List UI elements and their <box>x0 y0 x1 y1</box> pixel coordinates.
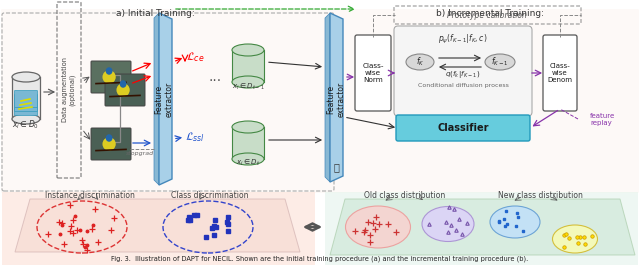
Ellipse shape <box>485 54 515 70</box>
Text: Class discrimination: Class discrimination <box>172 190 249 199</box>
Polygon shape <box>232 50 264 82</box>
Ellipse shape <box>232 153 264 165</box>
Polygon shape <box>232 127 264 159</box>
Text: Class-
wise
Denom: Class- wise Denom <box>547 63 573 83</box>
Polygon shape <box>154 13 159 185</box>
FancyBboxPatch shape <box>91 128 131 160</box>
FancyBboxPatch shape <box>1 9 639 193</box>
FancyBboxPatch shape <box>394 26 532 116</box>
Text: stopgrad: stopgrad <box>126 151 154 156</box>
Ellipse shape <box>102 137 116 151</box>
Ellipse shape <box>232 76 264 88</box>
Ellipse shape <box>232 121 264 133</box>
Ellipse shape <box>12 114 40 124</box>
Ellipse shape <box>120 80 127 88</box>
Text: Classifier: Classifier <box>437 123 489 133</box>
Polygon shape <box>325 13 330 182</box>
Polygon shape <box>330 13 343 182</box>
FancyBboxPatch shape <box>15 99 38 116</box>
Text: $q(f_k|f_{K-1})$: $q(f_k|f_{K-1})$ <box>445 69 481 80</box>
Ellipse shape <box>552 225 598 253</box>
FancyBboxPatch shape <box>15 95 38 112</box>
Text: Feature
extractor: Feature extractor <box>326 81 346 117</box>
Polygon shape <box>325 192 638 265</box>
Text: a) Initial Training:: a) Initial Training: <box>116 9 195 18</box>
Polygon shape <box>330 199 635 255</box>
Text: Class-
wise
Norm: Class- wise Norm <box>362 63 384 83</box>
FancyBboxPatch shape <box>91 61 131 93</box>
Text: Old class distribution: Old class distribution <box>364 190 445 199</box>
FancyBboxPatch shape <box>396 115 530 141</box>
Text: $p_\psi(f_{K-1}|f_K, c)$: $p_\psi(f_{K-1}|f_K, c)$ <box>438 33 488 46</box>
Polygon shape <box>159 13 172 185</box>
Text: $f_{K-1}$: $f_{K-1}$ <box>491 56 509 68</box>
Ellipse shape <box>106 134 113 142</box>
Ellipse shape <box>346 206 410 248</box>
Ellipse shape <box>490 206 540 238</box>
Text: ...: ... <box>209 70 221 84</box>
Text: Prototype calibration: Prototype calibration <box>447 10 527 19</box>
Polygon shape <box>2 192 315 265</box>
Text: $x_i \in D_0$: $x_i \in D_0$ <box>12 119 40 131</box>
Text: $x_i \in D_{t-1}$: $x_i \in D_{t-1}$ <box>232 82 264 92</box>
Text: feature
replay: feature replay <box>590 112 615 125</box>
Ellipse shape <box>422 206 474 241</box>
Ellipse shape <box>102 70 116 84</box>
Text: $\mathcal{L}_{ssl}$: $\mathcal{L}_{ssl}$ <box>185 130 205 144</box>
FancyBboxPatch shape <box>105 74 145 106</box>
FancyBboxPatch shape <box>15 91 38 108</box>
Text: $x_i \in D_t$: $x_i \in D_t$ <box>236 158 260 168</box>
Text: Fig. 3.  Illustration of DAPT for NECIL. Shown are the initial training procedur: Fig. 3. Illustration of DAPT for NECIL. … <box>111 256 529 262</box>
Text: New class distribution: New class distribution <box>497 190 582 199</box>
Text: $\mathcal{L}_{ce}$: $\mathcal{L}_{ce}$ <box>186 50 204 64</box>
Polygon shape <box>12 77 40 119</box>
Ellipse shape <box>106 67 113 75</box>
Ellipse shape <box>232 44 264 56</box>
Ellipse shape <box>12 72 40 82</box>
Text: $f_K$: $f_K$ <box>416 56 424 68</box>
Text: 🔒: 🔒 <box>333 162 339 172</box>
Ellipse shape <box>116 83 130 97</box>
Text: b) Incremental Training:: b) Incremental Training: <box>436 9 544 18</box>
Text: Conditional diffusion process: Conditional diffusion process <box>417 84 508 88</box>
FancyBboxPatch shape <box>355 35 391 111</box>
Text: Feature
extractor: Feature extractor <box>154 81 173 117</box>
Text: Instance discrimination: Instance discrimination <box>45 190 135 199</box>
Ellipse shape <box>406 54 434 70</box>
Text: Data augmentation
(optional): Data augmentation (optional) <box>62 57 76 123</box>
FancyBboxPatch shape <box>543 35 577 111</box>
Polygon shape <box>15 199 300 252</box>
